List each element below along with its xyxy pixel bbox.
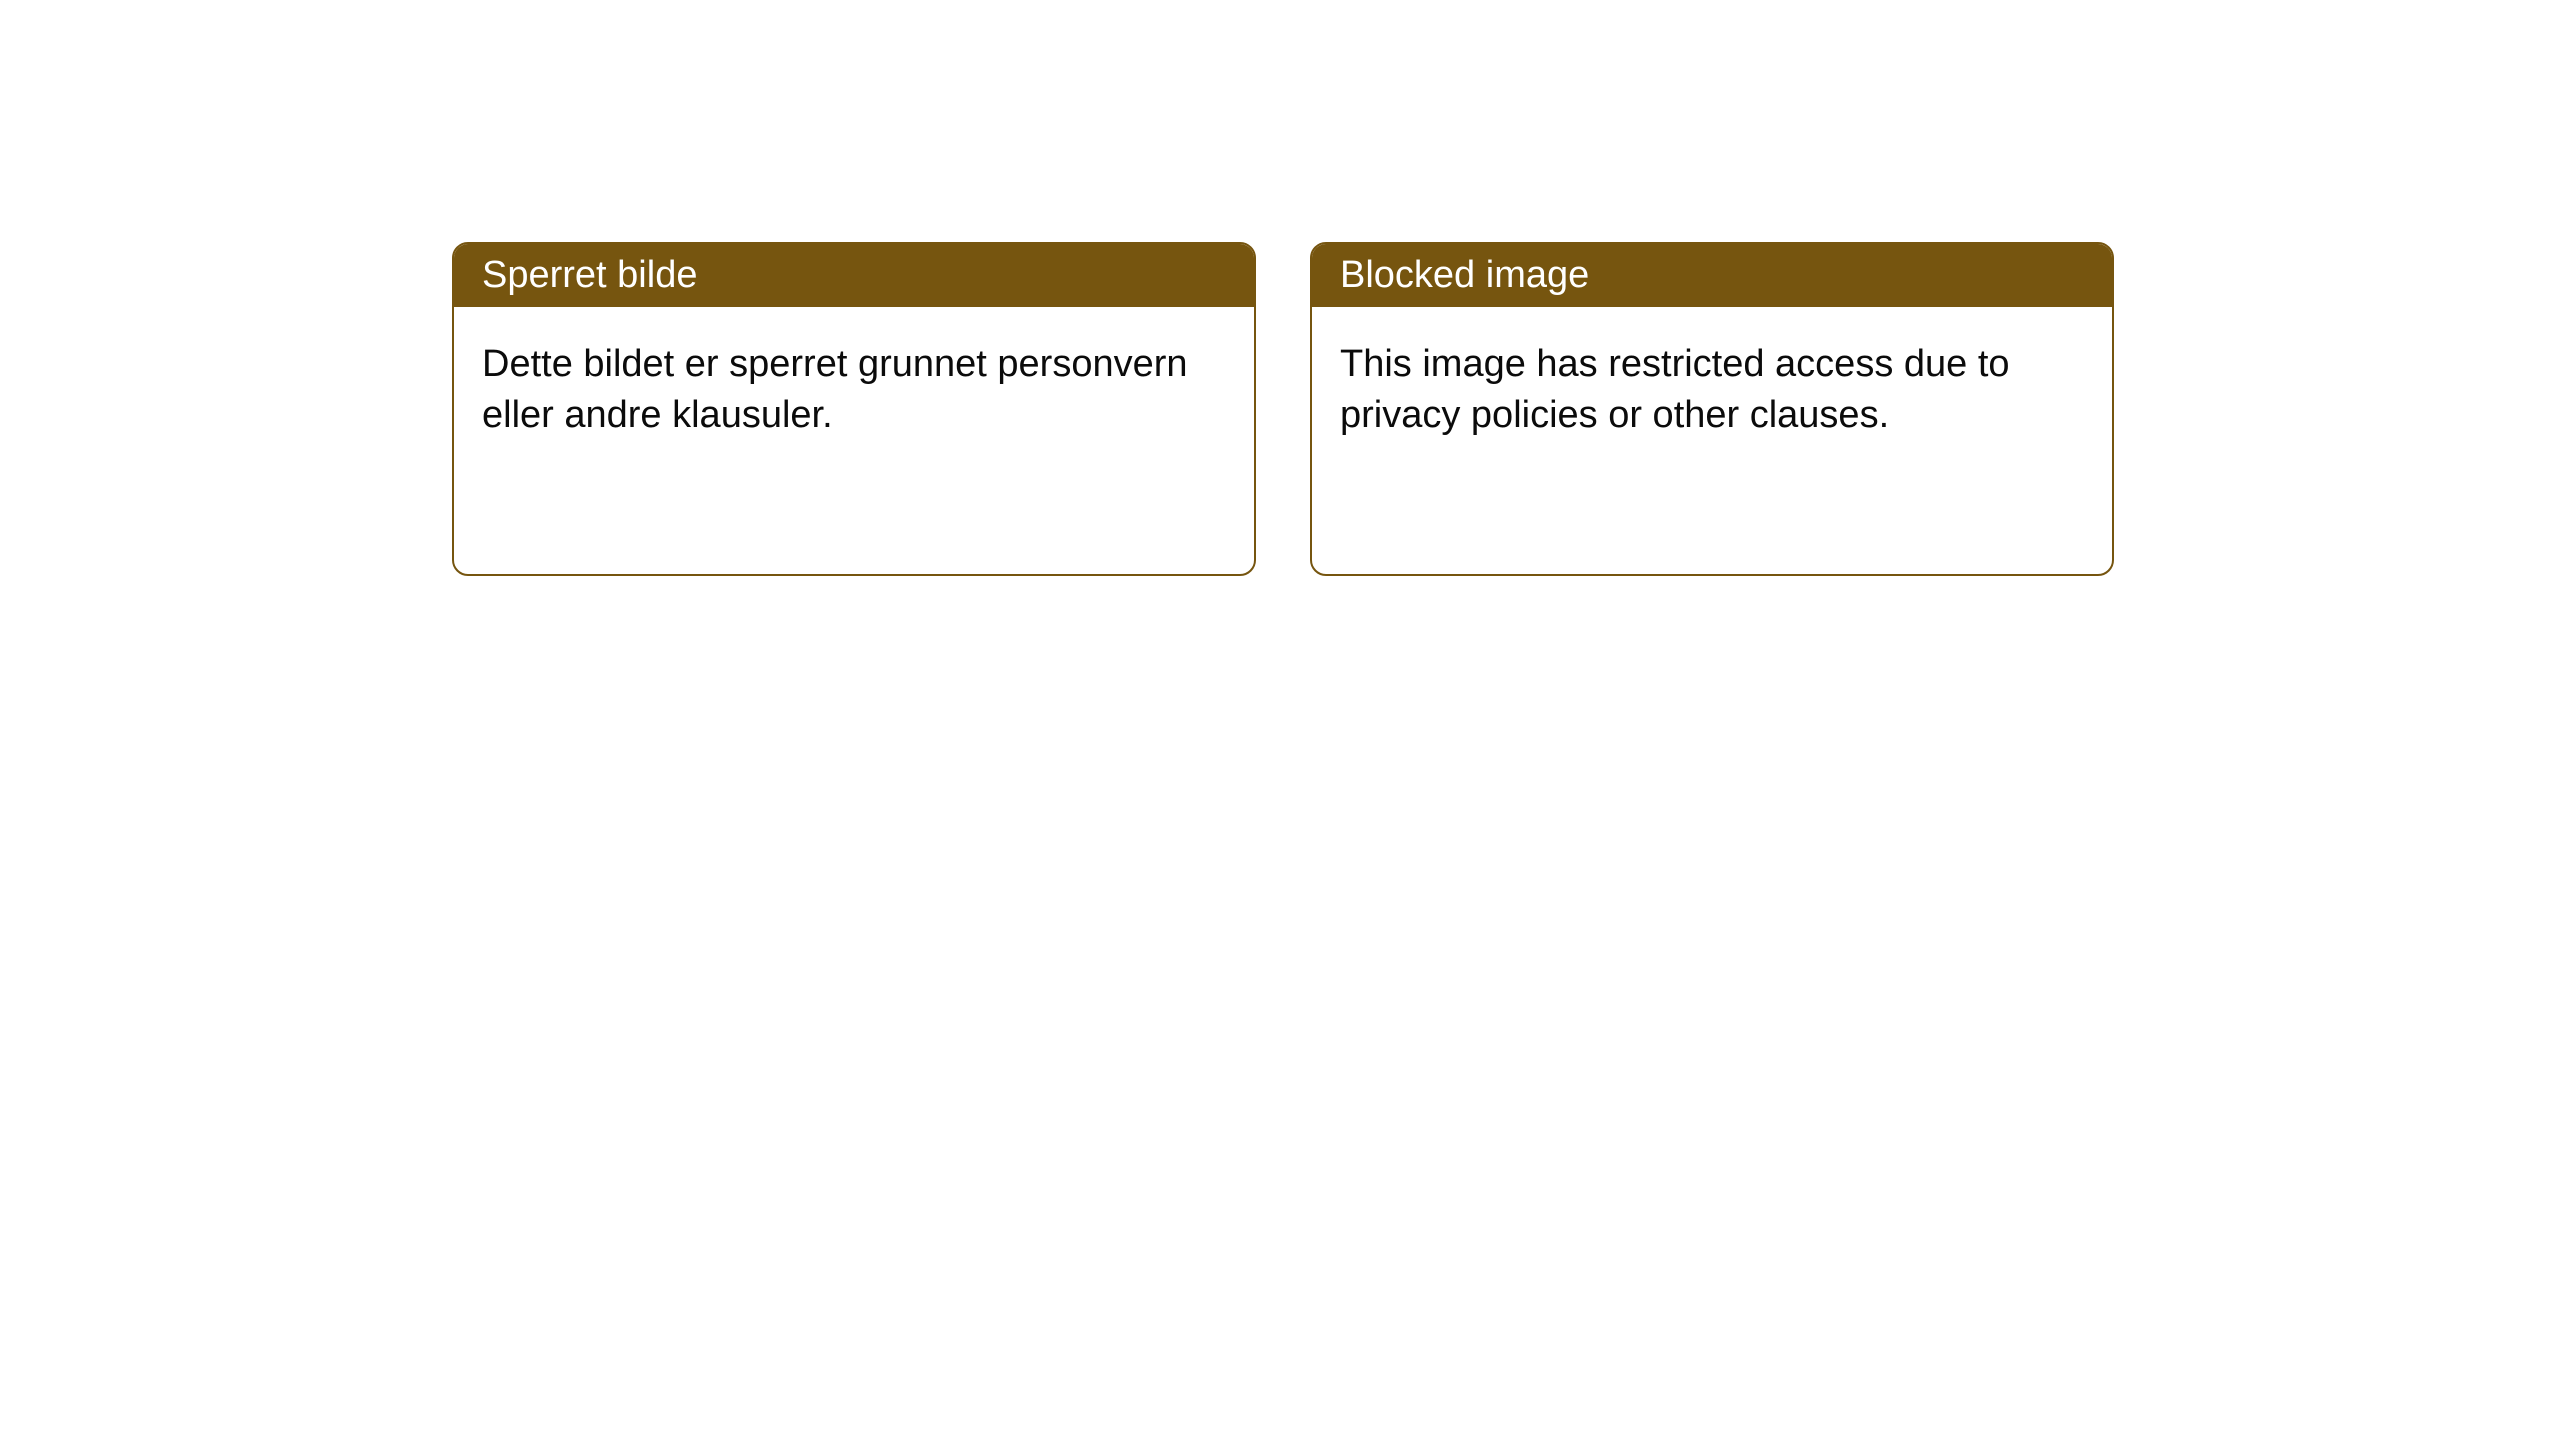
card-title-english: Blocked image [1312, 244, 2112, 307]
card-body-english: This image has restricted access due to … [1312, 307, 2112, 474]
notice-card-norwegian: Sperret bilde Dette bildet er sperret gr… [452, 242, 1256, 576]
notice-container: Sperret bilde Dette bildet er sperret gr… [0, 0, 2560, 576]
card-body-norwegian: Dette bildet er sperret grunnet personve… [454, 307, 1254, 474]
card-title-norwegian: Sperret bilde [454, 244, 1254, 307]
notice-card-english: Blocked image This image has restricted … [1310, 242, 2114, 576]
